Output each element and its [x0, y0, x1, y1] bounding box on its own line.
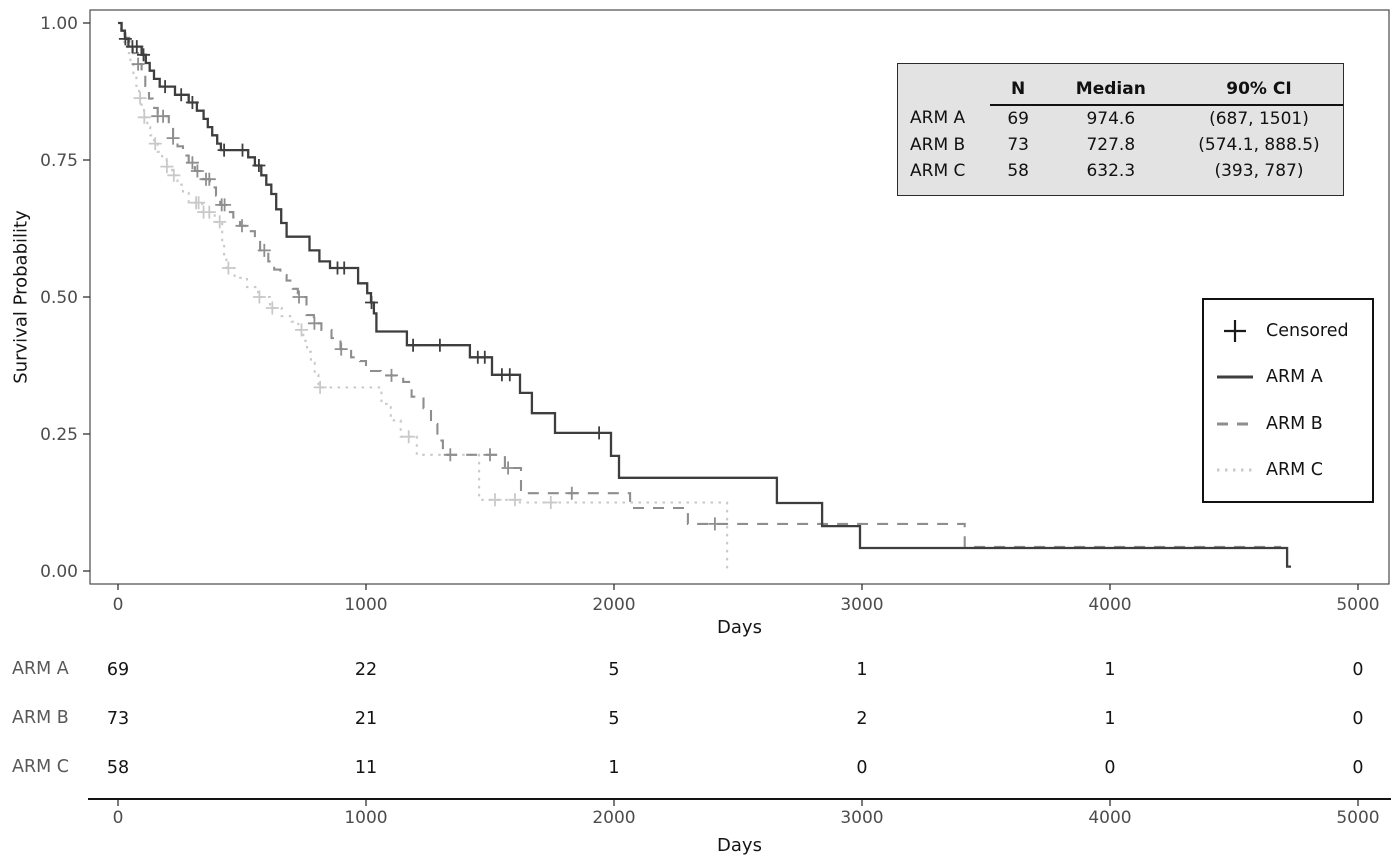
- risk-count: 69: [107, 660, 129, 680]
- dotted-line-icon: [1204, 466, 1266, 474]
- x-tick-label: 2000: [592, 595, 635, 615]
- summary-ci: (687, 1501): [1209, 108, 1309, 129]
- y-axis-title: Survival Probability: [10, 210, 32, 384]
- risk-x-tick-label: 0: [113, 808, 124, 828]
- risk-x-tick-label: 1000: [344, 808, 387, 828]
- legend-item-arm-a: ARM A: [1204, 356, 1372, 398]
- censor-marks-arm-a: [118, 32, 606, 440]
- solid-line-icon: [1204, 373, 1266, 381]
- risk-count: 0: [856, 758, 867, 778]
- summary-median: 632.3: [1086, 160, 1136, 181]
- km-curve-arm-c: [118, 21, 729, 571]
- y-tick-label: 0.00: [40, 562, 78, 582]
- x-axis-title-risk: Days: [717, 835, 762, 856]
- summary-n: 69: [1007, 108, 1029, 129]
- legend-label: ARM A: [1266, 367, 1323, 388]
- risk-count: 0: [1352, 660, 1363, 680]
- summary-header-row: N Median 90% CI: [898, 75, 1343, 106]
- x-axis-title-main: Days: [717, 617, 762, 638]
- summary-row-arm-c: ARM C 58 632.3 (393, 787): [898, 158, 1343, 184]
- summary-n: 73: [1007, 134, 1029, 155]
- x-tick-label: 5000: [1336, 595, 1379, 615]
- risk-count: 0: [1104, 758, 1115, 778]
- risk-count: 5: [608, 660, 619, 680]
- km-curve-arm-a: [118, 21, 1291, 568]
- risk-count: 0: [1352, 758, 1363, 778]
- y-tick-label: 0.75: [40, 151, 78, 171]
- summary-row-arm-b: ARM B 73 727.8 (574.1, 888.5): [898, 132, 1343, 158]
- summary-header-ci: 90% CI: [1174, 75, 1343, 106]
- x-tick-label: 3000: [840, 595, 883, 615]
- legend-label: Censored: [1266, 321, 1349, 342]
- legend-item-arm-b: ARM B: [1204, 403, 1372, 445]
- risk-x-tick-label: 5000: [1336, 808, 1379, 828]
- risk-count: 0: [1352, 709, 1363, 729]
- risk-count: 73: [107, 709, 129, 729]
- censored-plus-icon: [1204, 316, 1266, 346]
- censor-marks-arm-b: [131, 57, 722, 531]
- x-tick-label: 1000: [344, 595, 387, 615]
- summary-ci: (574.1, 888.5): [1198, 134, 1320, 155]
- risk-x-tick-label: 3000: [840, 808, 883, 828]
- risk-count: 1: [608, 758, 619, 778]
- risk-count: 1: [856, 660, 867, 680]
- legend: Censored ARM A ARM B ARM C: [1202, 298, 1374, 503]
- dashed-line-icon: [1204, 420, 1266, 428]
- legend-label: ARM C: [1266, 459, 1324, 480]
- risk-row-label-arm-c: ARM C: [12, 757, 70, 777]
- summary-median: 974.6: [1086, 108, 1136, 129]
- legend-item-censored: Censored: [1204, 310, 1372, 352]
- y-tick-label: 0.25: [40, 425, 78, 445]
- x-tick-label: 4000: [1088, 595, 1131, 615]
- summary-row-arm-a: ARM A 69 974.6 (687, 1501): [898, 105, 1343, 132]
- km-curve-arm-b: [118, 21, 1282, 548]
- summary-ci: (393, 787): [1214, 160, 1304, 181]
- risk-x-tick-label: 2000: [592, 808, 635, 828]
- risk-count: 21: [355, 709, 377, 729]
- risk-x-tick-label: 4000: [1088, 808, 1131, 828]
- summary-n: 58: [1007, 160, 1029, 181]
- summary-median: 727.8: [1086, 134, 1136, 155]
- risk-count: 1: [1104, 660, 1115, 680]
- summary-label: ARM B: [910, 134, 966, 155]
- summary-header-n: N: [989, 75, 1047, 106]
- censor-marks-arm-c: [133, 91, 558, 509]
- legend-item-arm-c: ARM C: [1204, 449, 1372, 491]
- legend-label: ARM B: [1266, 413, 1323, 434]
- risk-count: 5: [608, 709, 619, 729]
- x-tick-label: 0: [113, 595, 124, 615]
- risk-count: 11: [355, 758, 377, 778]
- risk-count: 58: [107, 758, 129, 778]
- risk-row-label-arm-b: ARM B: [12, 708, 69, 728]
- summary-label: ARM C: [910, 160, 966, 181]
- risk-row-label-arm-a: ARM A: [12, 659, 69, 679]
- risk-count: 22: [355, 660, 377, 680]
- y-tick-label: 0.50: [40, 288, 78, 308]
- summary-header-median: Median: [1046, 75, 1175, 106]
- risk-count: 2: [856, 709, 867, 729]
- summary-stats-table: N Median 90% CI ARM A 69 974.6 (687, 150…: [897, 63, 1344, 196]
- risk-count: 1: [1104, 709, 1115, 729]
- summary-label: ARM A: [910, 108, 966, 128]
- y-tick-label: 1.00: [40, 14, 78, 34]
